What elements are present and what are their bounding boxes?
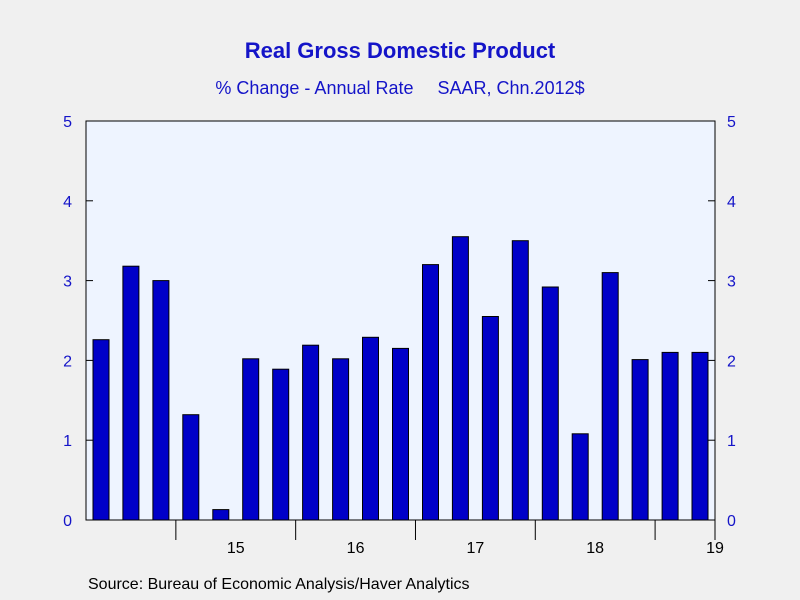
bar-18Q4 — [631, 359, 649, 521]
right-y-axis: 0 1 2 3 4 5 — [708, 114, 736, 530]
bar-14Q2 — [92, 339, 110, 521]
x-tick-label: 15 — [227, 540, 245, 557]
chart-subtitle: % Change - Annual Rate SAAR, Chn.2012$ — [0, 78, 800, 99]
left-tick-label: 3 — [63, 274, 72, 291]
subtitle-series-info: SAAR, Chn.2012$ — [437, 78, 585, 98]
right-tick-label: 4 — [727, 194, 736, 211]
bar-15Q2 — [212, 509, 230, 521]
axes — [85, 120, 716, 521]
right-tick-label: 2 — [727, 353, 736, 370]
source-note: Source: Bureau of Economic Analysis/Have… — [88, 576, 470, 593]
bar-14Q3 — [122, 265, 140, 521]
bar-18Q1 — [541, 286, 559, 521]
left-tick-label: 2 — [63, 353, 72, 370]
bar-15Q3 — [242, 358, 260, 521]
right-tick-label: 0 — [727, 513, 736, 530]
left-tick-label: 1 — [63, 433, 72, 450]
bar-15Q1 — [182, 414, 200, 521]
subtitle-units: % Change - Annual Rate — [215, 78, 414, 98]
x-tick-label: 19 — [706, 540, 724, 557]
x-axis: 15 16 17 18 19 — [175, 520, 724, 557]
left-tick-label: 0 — [63, 513, 72, 530]
bar-18Q2 — [571, 433, 589, 521]
bar-series — [92, 236, 709, 521]
left-tick-label: 4 — [63, 194, 72, 211]
bar-17Q1 — [422, 264, 439, 521]
bar-16Q1 — [302, 344, 320, 521]
bar-17Q3 — [481, 316, 499, 521]
left-tick-label: 5 — [63, 114, 72, 131]
plot-frame — [85, 120, 716, 521]
x-tick-label: 16 — [347, 540, 365, 557]
bar-16Q4 — [392, 347, 409, 521]
bar-17Q2 — [451, 236, 469, 521]
bar-19Q2 — [691, 351, 709, 521]
right-tick-label: 3 — [727, 274, 736, 291]
bar-15Q4 — [272, 368, 290, 521]
bar-17Q4 — [511, 240, 529, 521]
bar-18Q3 — [601, 272, 619, 521]
bar-16Q3 — [362, 336, 379, 521]
right-tick-label: 5 — [727, 114, 736, 131]
right-tick-label: 1 — [727, 433, 736, 450]
bar-19Q1 — [661, 351, 679, 521]
bar-16Q2 — [332, 358, 350, 521]
chart-title: Real Gross Domestic Product — [244, 38, 556, 63]
x-tick-label: 18 — [586, 540, 604, 557]
bar-14Q4 — [152, 280, 170, 521]
left-y-axis: 0 1 2 3 4 5 — [63, 114, 93, 530]
x-tick-label: 17 — [466, 540, 484, 557]
